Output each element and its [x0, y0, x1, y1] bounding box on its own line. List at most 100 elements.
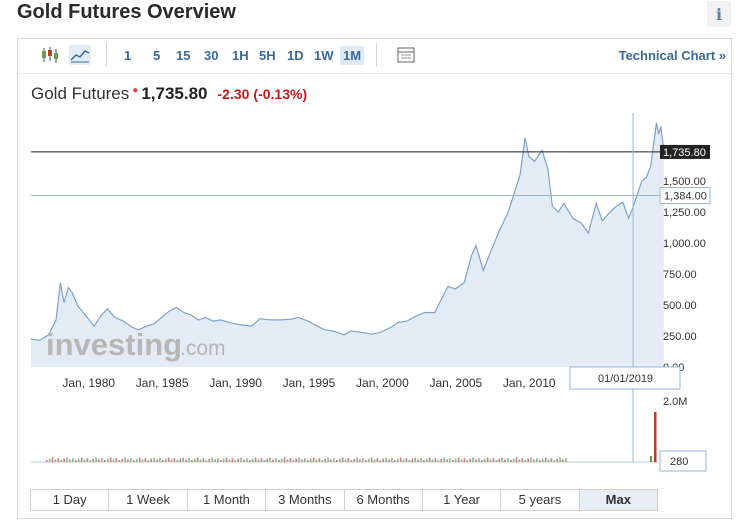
- volume-bar: [127, 459, 129, 462]
- range-5-years[interactable]: 5 years: [501, 490, 580, 510]
- price-change: -2.30: [217, 86, 250, 102]
- volume-bar: [83, 459, 86, 462]
- volume-bar: [510, 460, 512, 462]
- volume-bar: [562, 459, 564, 462]
- interval-1w[interactable]: 1W: [314, 48, 334, 63]
- technical-chart-link[interactable]: Technical Chart »: [618, 48, 726, 63]
- volume-bar: [292, 460, 295, 462]
- range-3-months[interactable]: 3 Months: [266, 490, 345, 510]
- x-tick-label: Jan, 1995: [283, 376, 336, 390]
- volume-bar: [307, 460, 309, 462]
- volume-bar: [466, 460, 469, 462]
- volume-bar: [385, 457, 387, 462]
- volume-bar: [373, 459, 376, 462]
- volume-bar: [341, 457, 344, 462]
- volume-bar: [475, 459, 477, 462]
- volume-bar: [507, 458, 509, 462]
- volume-bar: [518, 459, 521, 462]
- volume-bar: [176, 460, 179, 462]
- x-tick-label: Jan, 1985: [136, 376, 189, 390]
- volume-bar: [286, 459, 289, 462]
- volume-bar: [399, 457, 402, 462]
- volume-bar: [330, 459, 332, 462]
- volume-bar: [437, 460, 440, 462]
- interval-30[interactable]: 30: [204, 48, 219, 63]
- interval-1h[interactable]: 1H: [232, 48, 249, 63]
- volume-bar: [60, 460, 63, 462]
- volume-bar: [228, 459, 231, 462]
- volume-bar: [237, 458, 239, 462]
- volume-bar: [492, 458, 495, 462]
- volume-bar: [246, 458, 248, 462]
- interval-5[interactable]: 5: [153, 48, 161, 63]
- volume-bar: [301, 459, 303, 462]
- y-tick-label: 250.00: [663, 331, 697, 343]
- range-6-months[interactable]: 6 Months: [345, 490, 423, 510]
- volume-bar: [457, 457, 460, 462]
- volume-bar: [214, 459, 216, 462]
- volume-bar: [249, 460, 251, 462]
- range-1-year[interactable]: 1 Year: [423, 490, 502, 510]
- volume-bar: [54, 459, 57, 462]
- volume-bar: [533, 459, 535, 462]
- range-max[interactable]: Max: [579, 490, 657, 510]
- interval-15[interactable]: 15: [176, 48, 191, 63]
- volume-bar: [159, 458, 161, 462]
- info-icon[interactable]: i: [707, 1, 731, 27]
- volume-bar: [544, 457, 547, 462]
- volume-bar: [382, 458, 384, 462]
- volume-bar: [269, 457, 271, 462]
- volume-bar: [318, 458, 321, 462]
- volume-bar: [101, 458, 103, 462]
- volume-bar: [547, 459, 550, 462]
- range-1-day[interactable]: 1 Day: [31, 490, 110, 510]
- volume-bar: [472, 457, 474, 462]
- volume-bar: [336, 460, 338, 462]
- interval-1d[interactable]: 1D: [287, 48, 304, 63]
- volume-bar: [414, 457, 416, 462]
- watermark-logo: investing: [46, 327, 182, 362]
- volume-bar: [57, 458, 60, 462]
- volume-bar: [423, 460, 425, 462]
- volume-bar: [112, 459, 115, 462]
- line-chart-icon[interactable]: [69, 45, 91, 65]
- volume-bar: [483, 458, 486, 462]
- volume-bar: [48, 458, 51, 462]
- volume-bar: [130, 458, 132, 462]
- interval-5h[interactable]: 5H: [259, 48, 276, 63]
- volume-bar: [220, 460, 222, 462]
- candlestick-icon[interactable]: [39, 45, 61, 65]
- toolbar-separator: [376, 43, 377, 67]
- volume-bar: [199, 459, 202, 462]
- interval-1[interactable]: 1: [124, 48, 132, 63]
- interval-1m[interactable]: 1M: [340, 46, 365, 65]
- page-title: Gold Futures Overview: [17, 1, 236, 23]
- volume-bar: [272, 459, 274, 462]
- volume-bar: [66, 457, 68, 462]
- volume-bar: [254, 457, 257, 462]
- volume-bar: [275, 458, 277, 462]
- volume-bar: [225, 457, 228, 462]
- table-icon[interactable]: [395, 45, 417, 65]
- y-tick-label: 500.00: [663, 300, 697, 312]
- volume-y-tick-label: 2.0M: [663, 396, 687, 408]
- volume-bar: [63, 458, 65, 462]
- volume-bar: [434, 458, 437, 462]
- volume-bar: [173, 458, 176, 462]
- volume-bar: [208, 458, 210, 462]
- volume-bar: [365, 460, 367, 462]
- volume-bar: [486, 457, 489, 462]
- volume-bar: [556, 458, 558, 462]
- last-price-tag-label: 1,735.80: [663, 147, 706, 159]
- range-1-month[interactable]: 1 Month: [188, 490, 267, 510]
- live-dot-icon: ●: [132, 85, 139, 96]
- volume-bar: [428, 457, 431, 462]
- volume-bar: [370, 457, 373, 462]
- y-tick-label: 1,000.00: [663, 238, 706, 250]
- range-1-week[interactable]: 1 Week: [109, 490, 188, 510]
- volume-bar: [298, 457, 300, 462]
- volume-bar: [530, 457, 532, 462]
- last-price-tag: [660, 144, 710, 159]
- price-chart[interactable]: investing.com1,735.800.00250.00500.00750…: [18, 39, 731, 485]
- volume-bar: [344, 459, 347, 462]
